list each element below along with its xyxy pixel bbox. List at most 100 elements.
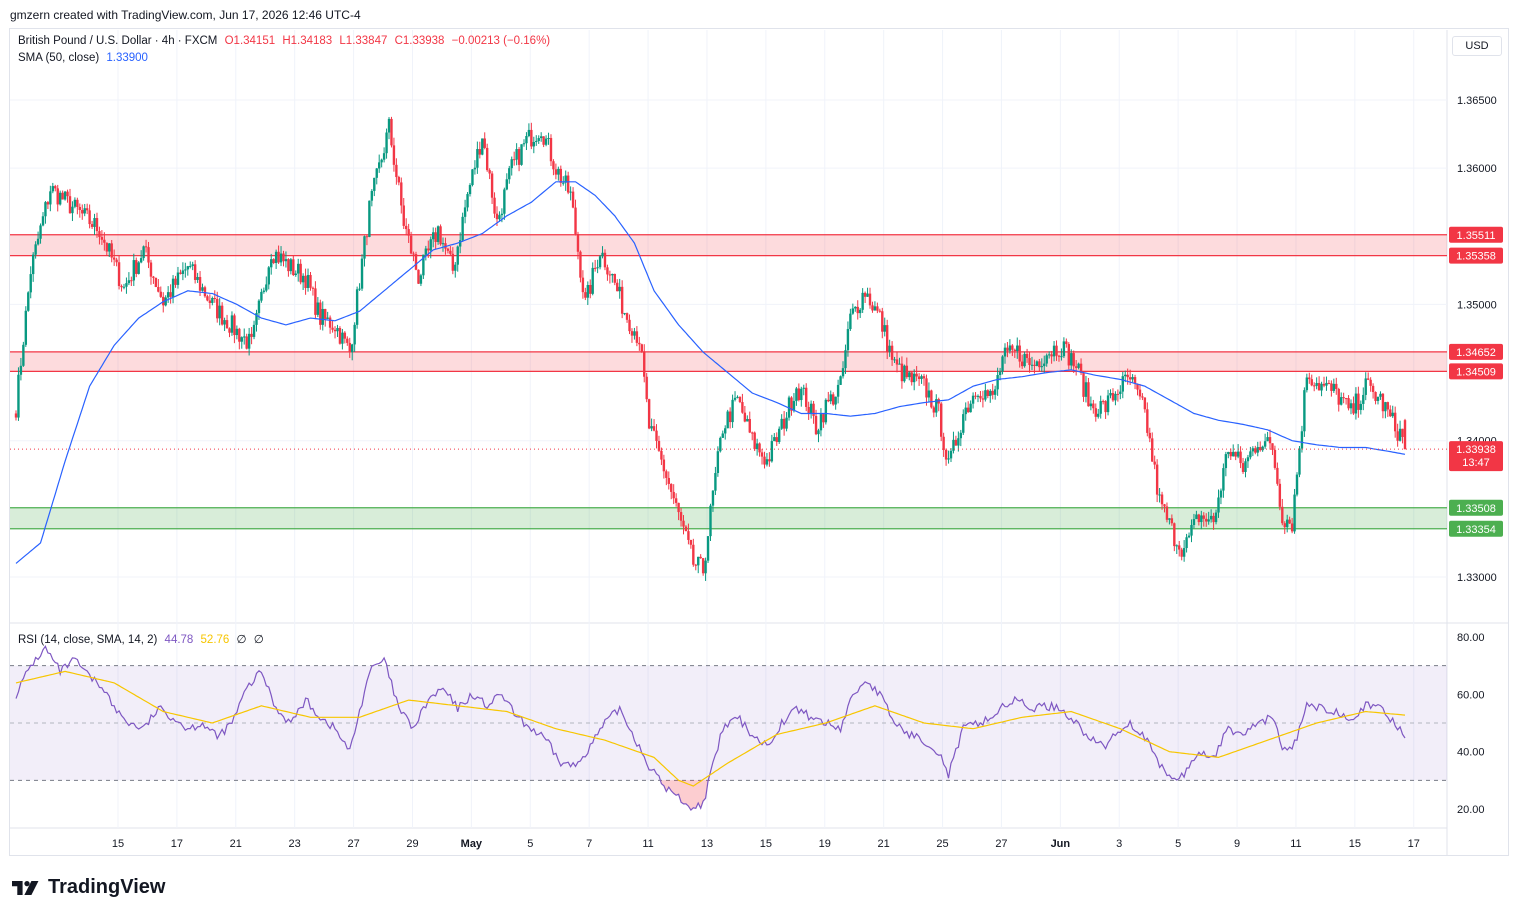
candle-body — [277, 251, 280, 263]
candle-body — [910, 372, 913, 383]
candle-body — [606, 267, 609, 275]
candle-body — [942, 436, 945, 450]
candle-body — [984, 390, 987, 400]
candle-body — [733, 397, 737, 400]
candle-body — [265, 284, 268, 291]
candle-body — [316, 302, 320, 315]
candle-body — [1349, 403, 1353, 409]
candle-body — [775, 437, 778, 442]
rsi-label[interactable]: RSI (14, close, SMA, 14, 2) — [18, 634, 158, 646]
candle-body — [593, 267, 597, 269]
candle-body — [549, 137, 553, 162]
sma-label[interactable]: SMA (50, close) — [18, 52, 100, 64]
candle-body — [559, 168, 563, 183]
legend-open: O1.34151 — [224, 35, 276, 47]
candle-body — [515, 149, 518, 160]
candle-body — [223, 320, 226, 325]
candle-body — [387, 118, 391, 133]
candle-body — [628, 319, 631, 332]
candle-body — [1040, 366, 1043, 368]
candle-body — [1195, 514, 1198, 520]
candle-body — [446, 248, 450, 251]
candle-body — [373, 177, 376, 191]
candle-body — [468, 185, 472, 195]
candle-body — [554, 169, 558, 175]
price-tick-label: 1.36500 — [1457, 95, 1497, 107]
candle-body — [1182, 548, 1186, 557]
candle-body — [284, 259, 288, 262]
candle-body — [1214, 512, 1218, 523]
candle-body — [1229, 451, 1232, 457]
candle-body — [647, 399, 651, 429]
candle-body — [19, 365, 23, 375]
candle-body — [301, 275, 305, 283]
legend-change: −0.00213 (−0.16%) — [451, 35, 551, 47]
candle-body — [1146, 409, 1149, 433]
candle-body — [1136, 383, 1139, 390]
candle-body — [1111, 392, 1115, 401]
candle-body — [503, 189, 506, 214]
candle-body — [1310, 379, 1313, 386]
candle-body — [861, 292, 864, 310]
candle-body — [552, 161, 555, 170]
currency-button[interactable]: USD — [1452, 36, 1502, 56]
candle-body — [279, 253, 283, 263]
candle-body — [505, 179, 509, 190]
candle-body — [741, 402, 744, 413]
candle-body — [991, 390, 994, 395]
price-tick-label: 1.35000 — [1457, 299, 1497, 311]
candle-body — [900, 363, 904, 382]
symbol-title[interactable]: British Pound / U.S. Dollar · 4h · FXCM — [18, 35, 218, 47]
candle-body — [61, 192, 64, 200]
time-tick-label: 27 — [995, 838, 1007, 850]
candle-body — [824, 399, 828, 423]
candle-body — [760, 452, 764, 457]
candle-body — [1082, 372, 1085, 397]
candle-body — [51, 186, 55, 192]
rsi-ma-line — [15, 670, 1406, 787]
candle-body — [819, 414, 823, 431]
candle-body — [1305, 377, 1309, 391]
candle-body — [243, 336, 246, 338]
candle-body — [930, 390, 933, 408]
candle-body — [1101, 401, 1105, 403]
candle-body — [1178, 545, 1181, 550]
candle-body — [512, 159, 516, 161]
candle-body — [770, 441, 774, 462]
candle-body — [454, 264, 457, 271]
candle-body — [890, 345, 894, 360]
candle-body — [576, 233, 580, 252]
candle-body — [422, 254, 425, 276]
candle-body — [1175, 545, 1178, 547]
candle-body — [751, 432, 754, 434]
time-tick-label: 21 — [878, 838, 890, 850]
candle-body — [944, 449, 948, 460]
candle-body — [441, 243, 445, 245]
candle-body — [780, 418, 783, 429]
candle-body — [73, 199, 77, 207]
candle-body — [694, 564, 697, 566]
candle-body — [1295, 474, 1299, 495]
candle-body — [1251, 448, 1255, 452]
candle-body — [1185, 537, 1188, 549]
candle-body — [1278, 483, 1282, 507]
candle-body — [971, 395, 975, 404]
candle-body — [1330, 383, 1333, 391]
time-tick-label: 9 — [1234, 838, 1240, 850]
time-tick-label: 5 — [1175, 838, 1181, 850]
candle-body — [562, 182, 565, 184]
candle-body — [1079, 363, 1083, 373]
rsi-tick-label: 20.00 — [1457, 804, 1485, 816]
candle-body — [328, 317, 332, 328]
candle-body — [650, 426, 653, 429]
candle-body — [530, 129, 533, 147]
time-tick-label: 17 — [171, 838, 183, 850]
candle-body — [319, 302, 322, 325]
candle-body — [66, 191, 69, 197]
candle-body — [144, 246, 148, 248]
rsi-extra-2: ∅ — [253, 634, 264, 646]
candle-body — [1263, 441, 1267, 447]
candle-body — [385, 132, 388, 154]
candle-body — [858, 309, 862, 314]
